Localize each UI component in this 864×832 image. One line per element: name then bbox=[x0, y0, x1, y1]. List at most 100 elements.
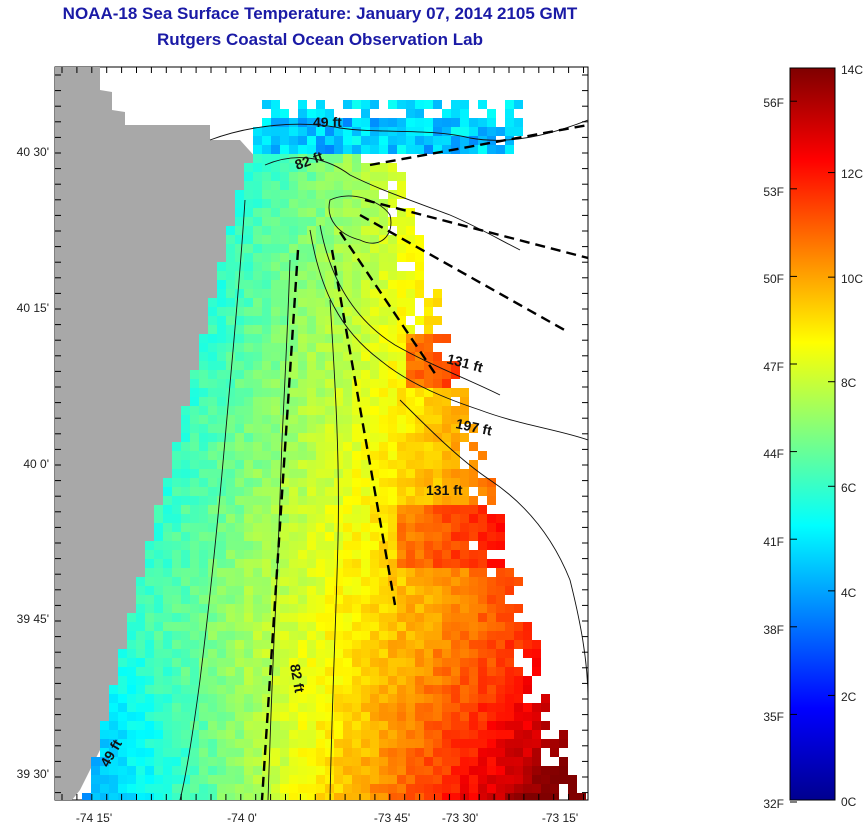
sst-pixel bbox=[226, 505, 235, 514]
sst-pixel bbox=[307, 676, 316, 685]
sst-pixel bbox=[424, 667, 433, 676]
sst-pixel bbox=[181, 469, 190, 478]
sst-pixel bbox=[343, 685, 352, 694]
lat-label-40-15: 40 15' bbox=[17, 301, 49, 315]
sst-pixel bbox=[469, 442, 478, 451]
sst-pixel bbox=[280, 496, 289, 505]
sst-pixel bbox=[442, 658, 451, 667]
sst-pixel bbox=[199, 775, 208, 784]
sst-pixel bbox=[307, 577, 316, 586]
sst-pixel bbox=[487, 658, 496, 667]
sst-pixel bbox=[262, 505, 271, 514]
sst-pixel bbox=[352, 271, 361, 280]
sst-pixel bbox=[388, 190, 397, 199]
sst-pixel bbox=[442, 577, 451, 586]
sst-pixel bbox=[154, 523, 163, 532]
sst-pixel bbox=[271, 478, 280, 487]
sst-pixel bbox=[253, 379, 262, 388]
sst-pixel bbox=[280, 172, 289, 181]
sst-pixel bbox=[541, 694, 550, 703]
sst-pixel bbox=[289, 721, 298, 730]
sst-pixel bbox=[451, 757, 460, 766]
sst-pixel bbox=[460, 496, 469, 505]
sst-pixel bbox=[289, 640, 298, 649]
sst-pixel bbox=[415, 100, 424, 109]
sst-pixel bbox=[514, 100, 523, 109]
sst-pixel bbox=[235, 793, 244, 800]
sst-pixel bbox=[379, 370, 388, 379]
sst-pixel bbox=[253, 757, 262, 766]
sst-pixel bbox=[478, 532, 487, 541]
sst-pixel bbox=[334, 325, 343, 334]
sst-pixel bbox=[217, 757, 226, 766]
sst-pixel bbox=[424, 775, 433, 784]
sst-pixel bbox=[379, 379, 388, 388]
sst-pixel bbox=[442, 406, 451, 415]
sst-pixel bbox=[316, 190, 325, 199]
contour-label-49ft-north: 49 ft bbox=[313, 114, 342, 130]
sst-pixel bbox=[316, 748, 325, 757]
sst-pixel bbox=[415, 253, 424, 262]
sst-pixel bbox=[298, 289, 307, 298]
sst-pixel bbox=[199, 568, 208, 577]
sst-pixel bbox=[424, 793, 433, 800]
sst-pixel bbox=[424, 586, 433, 595]
sst-pixel bbox=[217, 370, 226, 379]
sst-pixel bbox=[217, 460, 226, 469]
sst-pixel bbox=[325, 262, 334, 271]
sst-pixel bbox=[226, 568, 235, 577]
sst-pixel bbox=[280, 199, 289, 208]
sst-pixel bbox=[406, 442, 415, 451]
sst-pixel bbox=[181, 442, 190, 451]
sst-pixel bbox=[433, 406, 442, 415]
sst-pixel bbox=[370, 343, 379, 352]
sst-pixel bbox=[316, 559, 325, 568]
sst-pixel bbox=[523, 703, 532, 712]
sst-pixel bbox=[334, 757, 343, 766]
sst-pixel bbox=[316, 334, 325, 343]
sst-pixel bbox=[172, 460, 181, 469]
sst-pixel bbox=[478, 118, 487, 127]
sst-pixel bbox=[433, 550, 442, 559]
sst-pixel bbox=[154, 604, 163, 613]
sst-pixel bbox=[307, 352, 316, 361]
sst-pixel bbox=[118, 685, 127, 694]
sst-pixel bbox=[469, 685, 478, 694]
sst-pixel bbox=[451, 595, 460, 604]
sst-pixel bbox=[478, 514, 487, 523]
sst-pixel bbox=[100, 739, 109, 748]
sst-pixel bbox=[370, 550, 379, 559]
sst-pixel bbox=[253, 190, 262, 199]
sst-pixel bbox=[298, 397, 307, 406]
sst-pixel bbox=[181, 451, 190, 460]
sst-pixel bbox=[388, 604, 397, 613]
sst-pixel bbox=[280, 289, 289, 298]
sst-pixel bbox=[388, 766, 397, 775]
sst-pixel bbox=[388, 334, 397, 343]
sst-pixel bbox=[253, 712, 262, 721]
sst-pixel bbox=[298, 541, 307, 550]
sst-pixel bbox=[325, 649, 334, 658]
sst-pixel bbox=[316, 226, 325, 235]
sst-pixel bbox=[478, 568, 487, 577]
sst-pixel bbox=[145, 694, 154, 703]
sst-pixel bbox=[325, 415, 334, 424]
sst-pixel bbox=[433, 586, 442, 595]
sst-pixel bbox=[379, 757, 388, 766]
sst-pixel bbox=[361, 541, 370, 550]
depth-contours bbox=[179, 119, 588, 800]
sst-pixel bbox=[145, 712, 154, 721]
sst-pixel bbox=[136, 649, 145, 658]
sst-pixel bbox=[298, 694, 307, 703]
sst-pixel bbox=[298, 298, 307, 307]
sst-pixel bbox=[451, 775, 460, 784]
sst-pixel bbox=[496, 541, 505, 550]
sst-pixel bbox=[343, 784, 352, 793]
sst-pixel bbox=[316, 397, 325, 406]
sst-pixel bbox=[352, 433, 361, 442]
sst-pixel bbox=[424, 748, 433, 757]
sst-pixel bbox=[289, 712, 298, 721]
sst-pixel bbox=[487, 622, 496, 631]
sst-pixel bbox=[316, 586, 325, 595]
sst-pixel bbox=[334, 334, 343, 343]
